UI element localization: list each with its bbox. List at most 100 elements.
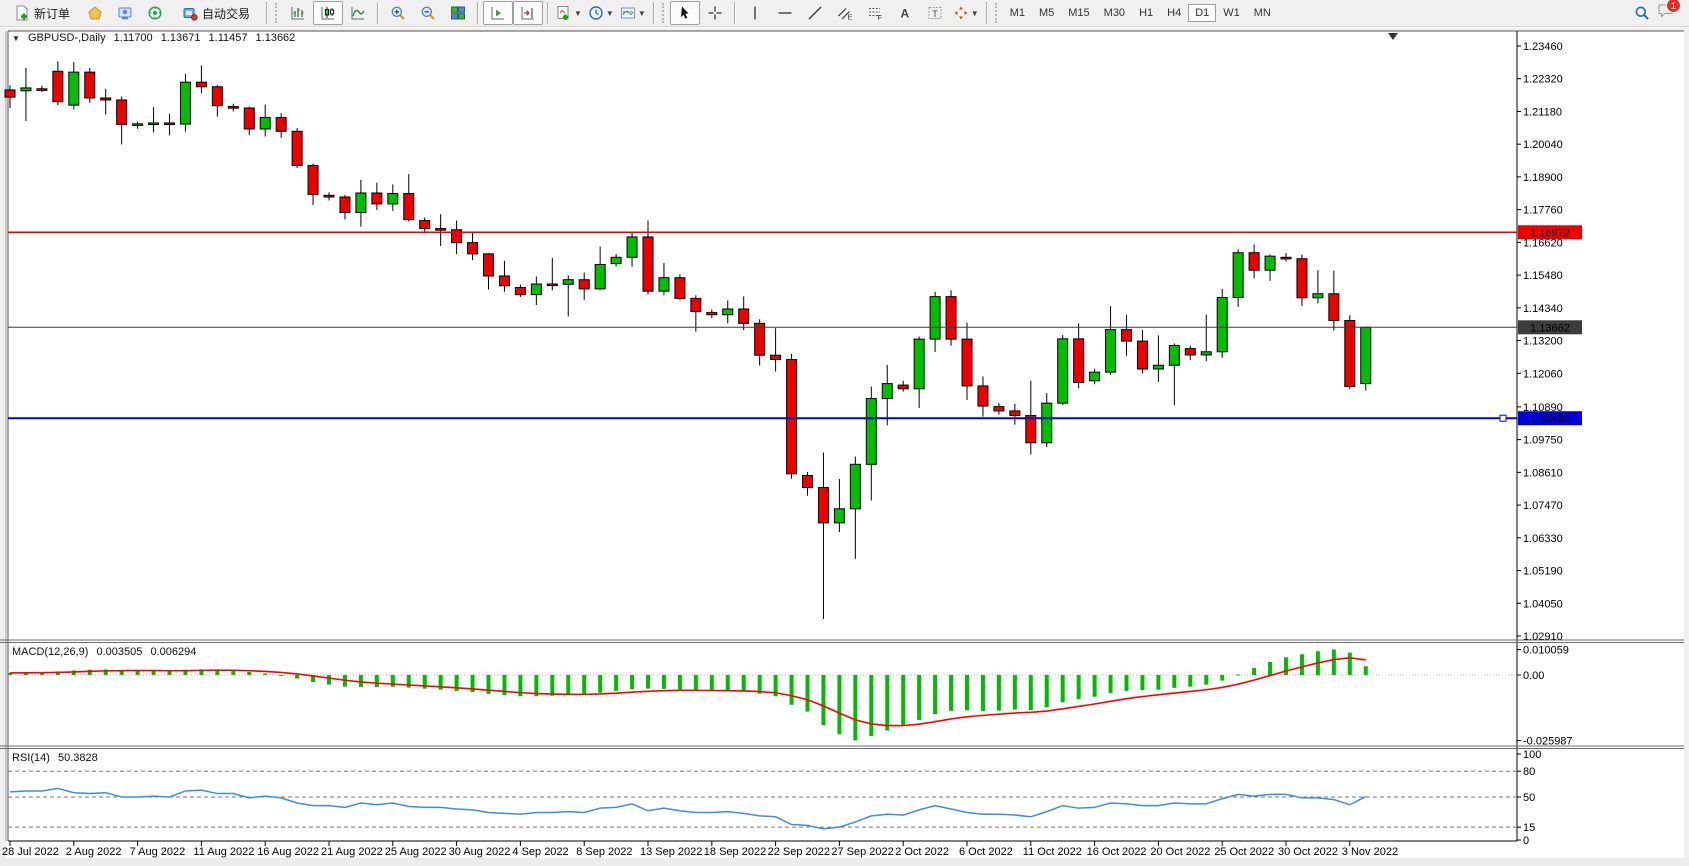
macd-histogram-bar bbox=[1172, 675, 1177, 688]
toolbar-separator bbox=[985, 2, 988, 24]
timeframe-d1[interactable]: D1 bbox=[1188, 4, 1217, 22]
templates-dropdown-arrow[interactable]: ▼ bbox=[637, 8, 646, 18]
fibonacci-button[interactable]: F bbox=[860, 1, 890, 25]
candle-body bbox=[195, 81, 207, 88]
arrows-dropdown-arrow[interactable]: ▼ bbox=[970, 8, 979, 18]
cursor-button[interactable] bbox=[669, 1, 700, 25]
candle-body bbox=[929, 296, 941, 340]
notifications-button[interactable]: 1 bbox=[1657, 0, 1681, 24]
candle-body bbox=[881, 383, 893, 400]
text-label-button[interactable]: T bbox=[920, 1, 950, 25]
vertical-line-button[interactable] bbox=[740, 1, 770, 25]
indicators-button[interactable]: ▼ bbox=[553, 1, 585, 25]
timeframe-mn[interactable]: MN bbox=[1247, 4, 1278, 22]
svg-text:A: A bbox=[900, 7, 909, 21]
candle-body bbox=[339, 196, 351, 214]
chart-shift-button[interactable] bbox=[513, 1, 543, 25]
candle-body bbox=[690, 297, 702, 313]
macd-histogram-bar bbox=[1331, 649, 1336, 675]
text-button[interactable]: A bbox=[890, 1, 920, 25]
candle-body bbox=[179, 81, 191, 125]
macd-histogram-bar bbox=[821, 675, 826, 725]
candle-body bbox=[562, 279, 574, 285]
crosshair-button[interactable] bbox=[700, 1, 730, 25]
candle-body bbox=[1328, 293, 1340, 321]
candle-body bbox=[626, 236, 638, 258]
timeframe-m1[interactable]: M1 bbox=[1003, 4, 1032, 22]
data-window-button[interactable] bbox=[110, 1, 140, 25]
toolbar-drag-handle[interactable] bbox=[661, 3, 667, 23]
search-button[interactable] bbox=[1627, 1, 1657, 25]
timeframe-w1[interactable]: W1 bbox=[1216, 4, 1247, 22]
data-window-icon bbox=[118, 7, 132, 20]
date-axis-label: 7 Aug 2022 bbox=[130, 846, 186, 858]
macd-histogram-bar bbox=[1060, 675, 1065, 703]
macd-histogram-bar bbox=[1252, 667, 1257, 675]
macd-histogram-bar bbox=[470, 675, 475, 693]
candlestick-chart-button[interactable] bbox=[313, 1, 343, 25]
trendline-icon bbox=[808, 6, 822, 20]
timeframe-m15[interactable]: M15 bbox=[1061, 4, 1096, 22]
line-chart-button[interactable] bbox=[343, 1, 373, 25]
macd-histogram-bar bbox=[438, 675, 443, 690]
bar-chart-button[interactable] bbox=[283, 1, 313, 25]
autotrading-icon bbox=[183, 8, 198, 21]
chart-background[interactable] bbox=[0, 28, 1689, 866]
toolbar-drag-handle[interactable] bbox=[994, 3, 1000, 23]
date-axis-label: 20 Oct 2022 bbox=[1150, 846, 1210, 858]
macd-histogram-bar bbox=[87, 669, 92, 675]
navigator-button[interactable] bbox=[140, 1, 170, 25]
macd-histogram-bar bbox=[1028, 675, 1033, 711]
timeframe-m30[interactable]: M30 bbox=[1097, 4, 1132, 22]
candle-body bbox=[227, 106, 239, 109]
macd-histogram-bar bbox=[215, 669, 220, 675]
macd-histogram-bar bbox=[295, 675, 300, 679]
market-watch-button[interactable] bbox=[80, 1, 110, 25]
templates-button[interactable]: ▼ bbox=[617, 1, 649, 25]
macd-histogram-bar bbox=[709, 675, 714, 691]
macd-histogram-bar bbox=[869, 675, 874, 737]
zoom-out-icon bbox=[421, 6, 435, 20]
autotrading-button[interactable]: 自动交易 bbox=[170, 1, 262, 25]
candle-body bbox=[483, 253, 494, 277]
timeframe-h4[interactable]: H4 bbox=[1160, 4, 1188, 22]
timeframe-h1[interactable]: H1 bbox=[1132, 4, 1160, 22]
candle-body bbox=[1248, 252, 1260, 271]
timeframe-m5[interactable]: M5 bbox=[1032, 4, 1061, 22]
periods-button[interactable]: ▼ bbox=[585, 1, 617, 25]
arrows-button[interactable]: ▼ bbox=[950, 1, 982, 25]
tile-windows-button[interactable] bbox=[443, 1, 473, 25]
macd-histogram-bar bbox=[8, 672, 12, 675]
macd-histogram-bar bbox=[853, 675, 858, 741]
auto-scroll-button[interactable] bbox=[483, 1, 513, 25]
candle-body bbox=[658, 277, 670, 292]
support-line-handle[interactable] bbox=[1499, 414, 1507, 422]
zoom-out-button[interactable] bbox=[413, 1, 443, 25]
toolbar-drag-handle[interactable] bbox=[275, 3, 280, 23]
new-order-label: 新订单 bbox=[33, 6, 70, 21]
chart-shift-marker[interactable] bbox=[1388, 33, 1398, 40]
chart-canvas[interactable]: 1.23460 1.22320 1.21180 1.20040 1.18900 1.177… bbox=[0, 28, 1689, 866]
periods-dropdown-arrow[interactable]: ▼ bbox=[605, 8, 614, 18]
macd-histogram-bar bbox=[598, 675, 603, 693]
window-gap bbox=[0, 28, 1689, 31]
macd-histogram-bar bbox=[1124, 675, 1129, 691]
date-axis-label: 6 Oct 2022 bbox=[959, 846, 1013, 858]
date-axis-label: 4 Sep 2022 bbox=[512, 846, 568, 858]
indicators-dropdown-arrow[interactable]: ▼ bbox=[574, 8, 582, 18]
date-axis-label: 3 Nov 2022 bbox=[1342, 846, 1398, 858]
candle-body bbox=[945, 296, 957, 340]
candle-body bbox=[84, 71, 96, 99]
macd-histogram-bar bbox=[1076, 675, 1081, 700]
trendline-button[interactable] bbox=[800, 1, 830, 25]
rsi-axis-label: 0 bbox=[1523, 835, 1529, 847]
candle-body bbox=[1216, 296, 1228, 353]
fibonacci-icon: F bbox=[868, 8, 882, 21]
equidistant-channel-button[interactable]: E bbox=[830, 1, 860, 25]
zoom-in-button[interactable] bbox=[383, 1, 413, 25]
date-axis-label: 2 Aug 2022 bbox=[66, 846, 122, 858]
price-axis-label: 1.15480 bbox=[1523, 270, 1563, 282]
new-order-button[interactable]: 新订单 bbox=[4, 1, 80, 25]
horizontal-line-button[interactable] bbox=[770, 1, 800, 25]
date-axis-label: 11 Oct 2022 bbox=[1023, 846, 1082, 858]
